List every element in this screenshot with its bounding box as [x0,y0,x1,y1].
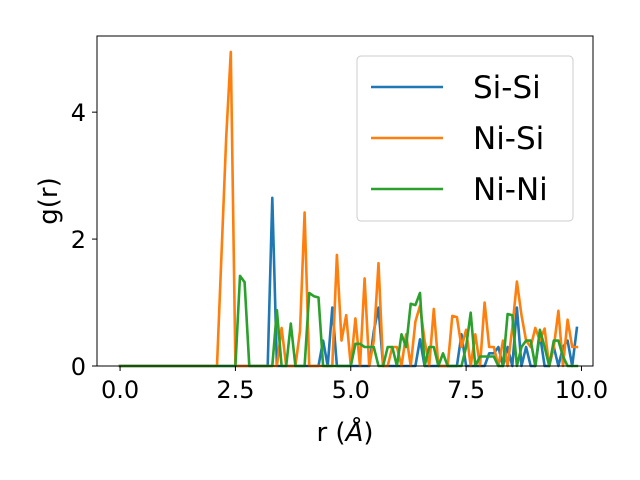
x-tick-label: 5.0 [332,376,370,404]
x-tick-label: 2.5 [216,376,254,404]
y-tick-label: 0 [71,353,86,381]
y-tick-label: 2 [71,226,86,254]
plot-area-frame [96,35,594,367]
y-axis: 0 2 4 [71,99,97,381]
series-line-ni-ni [118,274,579,368]
legend: Si-Si Ni-Si Ni-Ni [356,55,574,222]
y-axis-label: g(r) [34,177,64,224]
y-tick-label: 4 [71,99,86,127]
x-tick-label: 7.5 [447,376,485,404]
legend-label-si-si: Si-Si [473,70,541,106]
legend-label-ni-si: Ni-Si [473,121,544,157]
x-tick-label: 0.0 [101,376,139,404]
legend-label-ni-ni: Ni-Ni [473,172,548,208]
x-axis-label: r (Å) [316,416,373,448]
x-axis: 0.0 2.5 5.0 7.5 10.0 [101,366,608,404]
legend-box [356,55,574,222]
x-tick-label: 10.0 [555,376,608,404]
